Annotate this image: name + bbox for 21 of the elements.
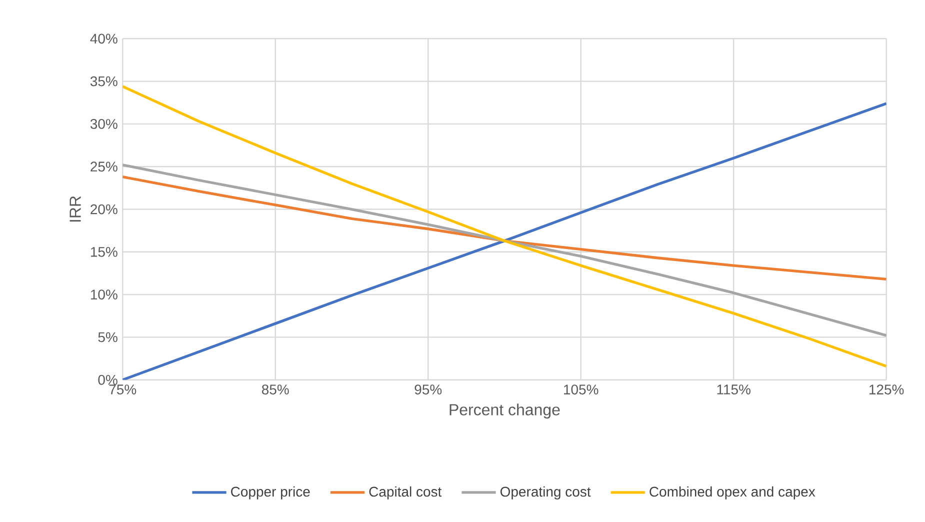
y-tick-label: 15% xyxy=(90,246,118,257)
x-tick-label: 105% xyxy=(564,384,598,394)
legend-label: Copper price xyxy=(231,486,310,500)
y-axis-title: IRR xyxy=(70,196,81,222)
legend-label: Capital cost xyxy=(369,486,442,500)
y-tick-label: 30% xyxy=(90,118,118,129)
y-tick-label: 25% xyxy=(90,161,118,172)
y-tick-label: 20% xyxy=(90,204,118,214)
y-tick-label: 35% xyxy=(90,76,118,86)
legend-label: Combined opex and capex xyxy=(650,486,816,500)
y-tick-label: 10% xyxy=(90,289,118,300)
x-tick-label: 125% xyxy=(870,384,904,394)
y-tick-label: 40% xyxy=(90,33,118,44)
x-tick-label: 75% xyxy=(109,384,136,394)
x-tick-label: 85% xyxy=(262,384,289,394)
x-tick-label: 115% xyxy=(717,384,750,394)
y-tick-label: 0% xyxy=(98,374,118,385)
x-tick-label: 95% xyxy=(414,384,442,394)
legend-label: Operating cost xyxy=(500,486,591,500)
x-axis-title: Percent change xyxy=(450,403,560,418)
y-tick-label: 5% xyxy=(98,332,118,342)
